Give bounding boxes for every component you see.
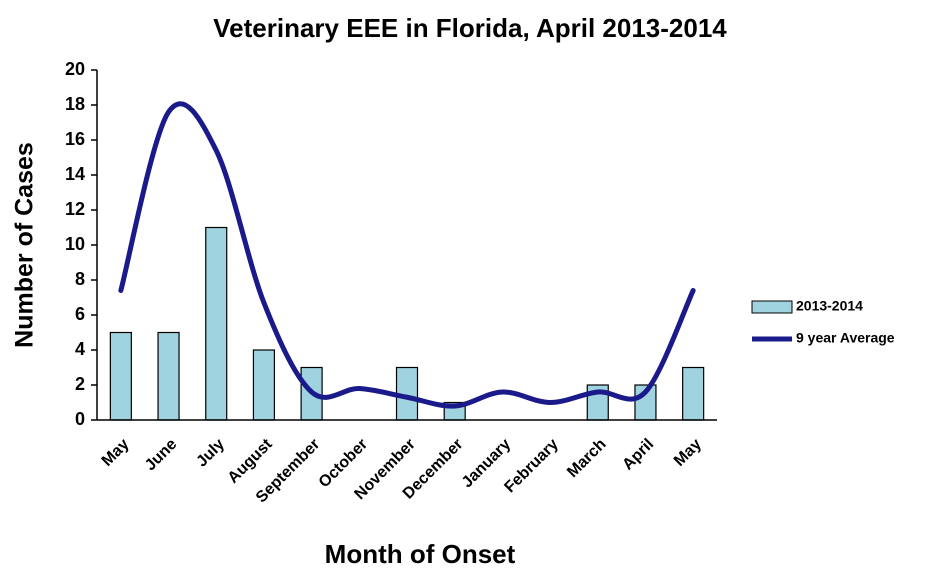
x-axis-label: Month of Onset (325, 539, 516, 569)
x-tick-label: June (142, 436, 181, 475)
legend-swatch (751, 300, 793, 314)
y-tick-label: 16 (65, 129, 85, 149)
x-tick-label: May (671, 436, 705, 470)
y-tick-label: 4 (75, 339, 85, 359)
y-tick-label: 10 (65, 234, 85, 254)
chart-title: Veterinary EEE in Florida, April 2013-20… (213, 13, 727, 43)
x-tick-label: April (619, 436, 657, 474)
legend-label: 9 year Average (796, 330, 895, 346)
x-tick-label: July (193, 436, 228, 471)
y-tick-label: 18 (65, 94, 85, 114)
x-tick-label: May (99, 436, 133, 470)
y-tick-label: 20 (65, 59, 85, 79)
bar (205, 226, 228, 421)
y-tick-label: 2 (75, 374, 85, 394)
legend-label: 2013-2014 (796, 298, 863, 314)
bar (252, 349, 276, 421)
y-tick-label: 14 (65, 164, 85, 184)
y-tick-label: 0 (75, 409, 85, 429)
bar (157, 331, 180, 421)
y-tick-label: 12 (65, 199, 85, 219)
y-tick-label: 6 (75, 304, 85, 324)
bar (109, 331, 132, 421)
line (118, 101, 696, 409)
y-axis-label: Number of Cases (11, 142, 39, 348)
x-tick-label: March (564, 436, 609, 481)
bar (682, 366, 705, 421)
y-tick-label: 8 (75, 269, 85, 289)
